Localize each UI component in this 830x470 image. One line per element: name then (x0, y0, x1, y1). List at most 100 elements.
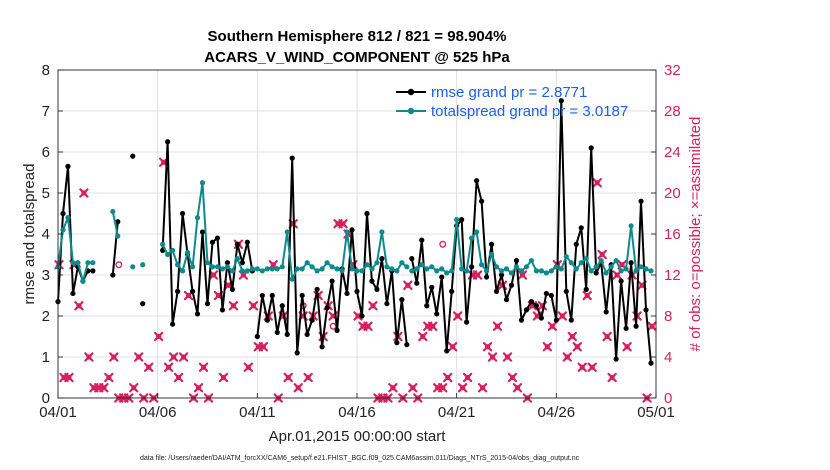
obs-assimilated-marker (243, 362, 254, 372)
rmse-point (110, 272, 116, 278)
totalspread-point (339, 268, 345, 274)
totalspread-point (603, 270, 609, 276)
x-tick-label: 04/11 (239, 404, 275, 421)
totalspread-point (204, 260, 211, 266)
obs-assimilated-marker (592, 178, 602, 188)
rmse-point (623, 325, 629, 331)
y-tick-label-right: 12 (664, 267, 681, 284)
obs-assimilated-marker (163, 362, 174, 372)
totalspread-point (618, 268, 624, 274)
rmse-point (568, 317, 574, 323)
totalspread-point (369, 266, 375, 272)
rmse-point (573, 241, 579, 247)
y-tick-label-right: 16 (664, 226, 681, 243)
totalspread-point (229, 268, 236, 274)
rmse-point (518, 317, 525, 323)
rmse-point (498, 272, 505, 278)
rmse-point (478, 198, 485, 204)
totalspread-point (493, 264, 500, 270)
rmse-point (224, 260, 231, 266)
obs-series (54, 157, 657, 403)
y-tick-label-left: 7 (42, 103, 50, 120)
obs-assimilated-marker (647, 321, 657, 331)
totalspread-point (175, 262, 181, 268)
obs-assimilated-marker (153, 331, 164, 342)
rmse-point (294, 350, 300, 356)
obs-assimilated-marker (567, 331, 577, 342)
obs-assimilated-marker (99, 383, 109, 393)
y-tick-label-left: 5 (42, 185, 50, 202)
rmse-point (593, 270, 599, 276)
obs-assimilated-marker (477, 383, 488, 393)
rmse-point (464, 319, 470, 325)
obs-assimilated-marker (388, 383, 398, 393)
totalspread-point (593, 264, 599, 270)
obs-assimilated-marker (428, 321, 438, 331)
y-tick-label-right: 8 (664, 308, 672, 325)
totalspread-point (538, 268, 544, 274)
legend-spread-marker (407, 107, 415, 115)
totalspread-point (324, 260, 330, 266)
totalspread-point (379, 229, 385, 235)
totalspread-point (419, 262, 425, 268)
rmse-point (409, 256, 415, 262)
obs-assimilated-marker (363, 321, 373, 331)
rmse-point (543, 290, 549, 297)
y-tick-label-left: 6 (42, 144, 50, 161)
totalspread-point (259, 268, 265, 274)
rmse-point (474, 178, 480, 184)
totalspread-point (65, 215, 71, 221)
totalspread-point (638, 264, 644, 270)
rmse-point (583, 286, 589, 292)
totalspread-point (90, 260, 96, 266)
totalspread-point (209, 264, 216, 270)
obs-assimilated-marker (74, 301, 84, 311)
totalspread-point (488, 251, 495, 258)
totalspread-point (165, 251, 171, 258)
obs-assimilated-marker (408, 383, 418, 393)
rmse-point (254, 333, 260, 340)
tick-marks (57, 69, 657, 399)
obs-assimilated-marker (607, 372, 617, 383)
totalspread-point (588, 268, 594, 274)
totalspread-point (309, 264, 315, 270)
totalspread-point (459, 266, 465, 272)
totalspread-point (518, 268, 525, 274)
rmse-point (538, 315, 544, 321)
rmse-point (219, 307, 226, 313)
totalspread-point (429, 264, 435, 270)
obs-assimilated-marker (577, 362, 587, 372)
legend: rmse grand pr = 2.8771 totalspread grand… (396, 84, 628, 120)
rmse-point (628, 260, 634, 266)
totalspread-line (111, 211, 119, 237)
rmse-point (194, 311, 201, 317)
rmse-point (209, 239, 216, 245)
rmse-point (528, 299, 535, 305)
obs-assimilated-marker (104, 372, 114, 383)
totalspread-point (60, 227, 66, 233)
rmse-point (354, 288, 360, 294)
totalspread-point (334, 266, 340, 272)
y-tick-label-right: 32 (664, 62, 681, 79)
obs-possible-marker (115, 261, 123, 269)
obs-assimilated-marker (168, 352, 179, 362)
rmse-point (214, 235, 221, 241)
totalspread-point (160, 241, 166, 247)
tick-labels: 04/01 04/06 04/11 04/16 04/21 04/26 05/0101234… (39, 62, 680, 421)
y-axis-label-left: rmse and totalspread (21, 164, 38, 305)
x-axis-label: Apr.01,2015 00:00:00 start (269, 428, 447, 445)
totalspread-point (498, 268, 505, 274)
totalspread-point (75, 260, 81, 266)
rmse-point (269, 292, 275, 299)
rmse-point (444, 348, 450, 354)
totalspread-point (434, 268, 440, 274)
y-tick-label-right: 0 (664, 390, 672, 407)
totalspread-point (85, 260, 91, 266)
totalspread-point (140, 262, 146, 268)
totalspread-point (523, 264, 530, 270)
totalspread-point (170, 247, 176, 253)
totalspread-point (274, 266, 280, 272)
totalspread-point (598, 258, 604, 264)
totalspread-point (244, 268, 250, 274)
